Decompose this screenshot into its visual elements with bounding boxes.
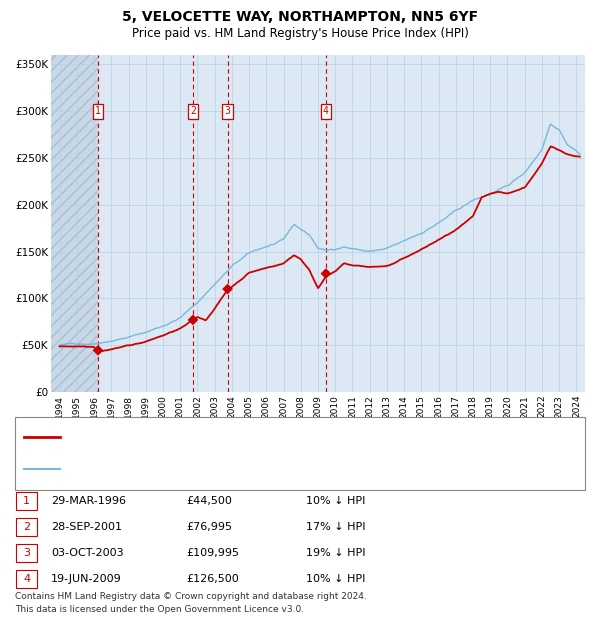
Text: This data is licensed under the Open Government Licence v3.0.: This data is licensed under the Open Gov… [15, 604, 304, 614]
Text: £126,500: £126,500 [186, 574, 239, 584]
Text: 19-JUN-2009: 19-JUN-2009 [51, 574, 122, 584]
Text: 3: 3 [224, 106, 230, 116]
Text: 1: 1 [95, 106, 101, 116]
Text: 2: 2 [23, 522, 30, 532]
Point [223, 284, 232, 294]
Text: 29-MAR-1996: 29-MAR-1996 [51, 496, 126, 506]
Text: 3: 3 [23, 548, 30, 558]
Text: 28-SEP-2001: 28-SEP-2001 [51, 522, 122, 532]
Text: 03-OCT-2003: 03-OCT-2003 [51, 548, 124, 558]
Text: 4: 4 [323, 106, 329, 116]
Text: £109,995: £109,995 [186, 548, 239, 558]
Point [93, 345, 103, 355]
Text: 17% ↓ HPI: 17% ↓ HPI [306, 522, 365, 532]
Text: HPI: Average price, semi-detached house, West Northamptonshire: HPI: Average price, semi-detached house,… [66, 464, 412, 474]
Text: 19% ↓ HPI: 19% ↓ HPI [306, 548, 365, 558]
Point [321, 268, 331, 278]
Text: 1: 1 [23, 496, 30, 506]
Text: £44,500: £44,500 [186, 496, 232, 506]
Text: 10% ↓ HPI: 10% ↓ HPI [306, 574, 365, 584]
Text: 5, VELOCETTE WAY, NORTHAMPTON, NN5 6YF (semi-detached house): 5, VELOCETTE WAY, NORTHAMPTON, NN5 6YF (… [66, 432, 427, 442]
Text: Contains HM Land Registry data © Crown copyright and database right 2024.: Contains HM Land Registry data © Crown c… [15, 592, 367, 601]
Bar [51, 55, 98, 392]
Point [188, 315, 198, 325]
Text: 5, VELOCETTE WAY, NORTHAMPTON, NN5 6YF: 5, VELOCETTE WAY, NORTHAMPTON, NN5 6YF [122, 10, 478, 24]
Text: Price paid vs. HM Land Registry's House Price Index (HPI): Price paid vs. HM Land Registry's House … [131, 27, 469, 40]
Text: 10% ↓ HPI: 10% ↓ HPI [306, 496, 365, 506]
Text: 2: 2 [190, 106, 196, 116]
Text: £76,995: £76,995 [186, 522, 232, 532]
Text: 4: 4 [23, 574, 30, 584]
